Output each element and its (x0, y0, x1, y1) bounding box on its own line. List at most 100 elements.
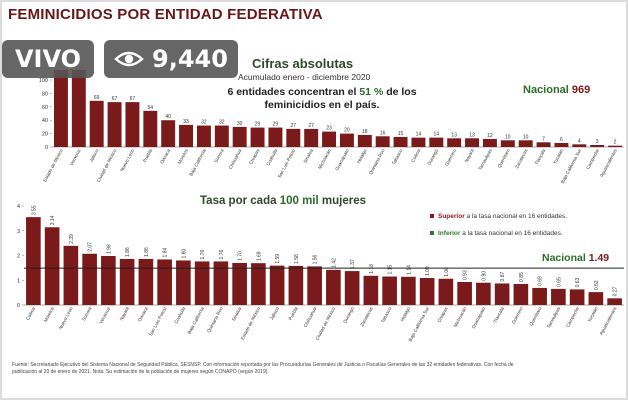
bar-1-25 (494, 283, 510, 305)
national-rate-value: 1.49 (588, 252, 610, 264)
data-label: 1.86 (125, 247, 131, 257)
legend-inferior-bold: Inferior (438, 230, 461, 237)
bar-1-21 (419, 278, 435, 305)
data-label: 1.76 (200, 249, 206, 259)
section2-title-value: 100 mil (279, 195, 319, 207)
section2-title-pre: Tasa por cada (200, 195, 277, 207)
category-label: San Luis Potosí (148, 305, 168, 336)
y-tick-label: 40 (42, 118, 48, 124)
data-label: 6 (560, 137, 563, 143)
category-label: Nayarit (464, 147, 476, 163)
category-label: Baja California (187, 306, 206, 335)
y-tick-label: 1 (17, 278, 20, 284)
data-label: 12 (487, 133, 493, 139)
data-label: 1.15 (388, 265, 394, 275)
legend-inferior: Inferior a la tasa nacional en 16 entida… (430, 230, 563, 237)
data-label: 33 (183, 119, 189, 125)
footnote-line-2: publicación al 20 de enero de 2021. Nota… (12, 369, 269, 375)
category-label: Chihuahua (228, 148, 243, 170)
bar-1-4 (101, 255, 116, 305)
bar-0-4 (125, 102, 140, 147)
category-label: Colima (410, 148, 421, 163)
y-tick-label: 4 (17, 204, 20, 210)
bar-0-10 (232, 126, 247, 147)
bar-1-12 (251, 263, 266, 305)
data-label: 67 (130, 96, 136, 102)
legend-superior: Superior a la tasa nacional en 16 entida… (430, 213, 567, 220)
category-label: Michoacán (453, 306, 468, 328)
bar-1-7 (157, 259, 172, 305)
category-label: Guerrero (444, 148, 457, 167)
data-label: 30 (237, 121, 243, 127)
category-label: Baja California Sur (408, 306, 431, 343)
data-label: 15 (398, 131, 404, 137)
data-label: 0.87 (500, 272, 506, 282)
section2-title-post: mujeres (321, 195, 367, 207)
bar-0-11 (250, 127, 265, 147)
category-label: Sonora (213, 148, 225, 164)
data-label: 14 (434, 132, 440, 138)
bar-0-21 (429, 137, 444, 147)
bar-1-29 (569, 289, 585, 305)
data-label: 1.80 (181, 248, 187, 258)
category-label: Hidalgo (400, 306, 412, 322)
data-label: 0.93 (463, 270, 469, 280)
category-label: Oaxaca (137, 306, 149, 323)
bar-1-31 (607, 298, 622, 305)
category-label: Chihuahua (303, 306, 318, 328)
data-label: 1.58 (294, 254, 300, 264)
bar-1-8 (176, 260, 191, 305)
category-label: Puebla (142, 148, 153, 163)
data-label: 1.06 (444, 267, 450, 277)
category-label: Yucatán (552, 148, 564, 165)
data-label: 10 (523, 134, 529, 140)
category-label: Tlaxcala (534, 148, 547, 166)
data-label: 67 (112, 96, 118, 102)
data-label: 3.55 (31, 205, 37, 215)
data-label: 4 (578, 138, 581, 144)
bar-0-2 (89, 100, 104, 147)
bar-1-2 (63, 245, 79, 305)
category-label: Sinaloa (231, 306, 243, 322)
national-rate-label: Nacional (542, 252, 586, 264)
bar-0-8 (196, 125, 211, 147)
y-tick-label: 3 (17, 229, 20, 235)
data-label: 14 (416, 132, 422, 138)
bar-0-5 (143, 110, 158, 147)
bar-0-7 (179, 124, 194, 147)
bar-1-28 (551, 288, 566, 305)
category-label: Quintana Roo (206, 306, 224, 334)
bar-1-30 (588, 292, 604, 305)
category-label: Puebla (288, 306, 299, 321)
category-label: Campeche (565, 306, 580, 328)
category-label: Chiapas (248, 148, 261, 166)
bar-1-16 (326, 269, 341, 305)
data-label: 1.69 (256, 251, 262, 261)
viewer-count-badge: 9,440 (104, 40, 238, 78)
category-label: Veracruz (69, 148, 82, 167)
footnote-line-1: Fuente: Secretariado Ejecutivo del Siste… (12, 362, 514, 368)
bar-1-27 (532, 287, 547, 305)
data-label: 20 (344, 128, 350, 134)
data-label: 0.69 (538, 276, 544, 286)
category-label: Jalisco (269, 306, 280, 321)
y-tick-label: 100 (39, 78, 48, 84)
data-label: 1.14 (406, 265, 412, 275)
data-label: 0.85 (519, 272, 525, 282)
category-label: Durango (342, 306, 355, 324)
data-label: 2 (614, 140, 617, 146)
bar-1-23 (457, 281, 472, 305)
category-label: Tlaxcala (493, 306, 506, 324)
data-label: 7 (542, 136, 545, 142)
category-label: Tamaulipas (477, 148, 493, 171)
bar-1-19 (382, 276, 397, 305)
data-label: 29 (273, 122, 279, 128)
data-label: 69 (94, 95, 100, 101)
y-tick-label: 0 (45, 145, 48, 151)
bar-1-15 (307, 266, 322, 305)
national-total-label: Nacional (523, 84, 569, 96)
bar-1-5 (119, 258, 135, 305)
bar-1-10 (213, 261, 229, 305)
category-label: Quintana Roo (368, 148, 386, 176)
data-label: 1.86 (144, 247, 150, 257)
